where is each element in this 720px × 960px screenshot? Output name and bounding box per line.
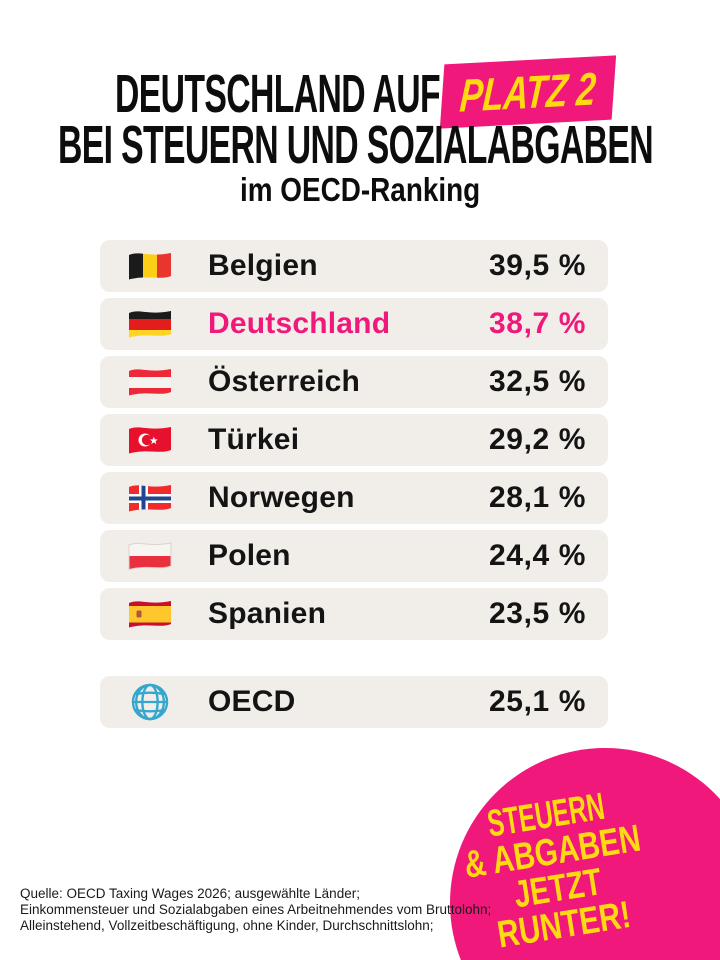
subtitle: im OECD-Ranking <box>239 171 481 208</box>
country-name: Deutschland <box>208 307 391 340</box>
badge-sticker: STEUERN & ABGABEN JETZT RUNTER! <box>450 748 720 960</box>
headline-line2: BEI STEUERN UND SOZIALABGABEN <box>58 115 654 175</box>
ranking-row-polen: Polen 24,4 % <box>100 530 608 582</box>
country-value: 23,5 % <box>489 597 586 630</box>
country-value: 29,2 % <box>489 423 586 456</box>
flag-norway-icon <box>129 485 171 512</box>
flag-poland-icon <box>128 542 172 571</box>
subtitle-wrap: im OECD-Ranking <box>0 171 720 209</box>
flag-austria-icon <box>129 369 171 396</box>
ranking-list: Belgien 39,5 % Deutschland 38,7 % <box>100 240 608 734</box>
country-value: 28,1 % <box>489 481 586 514</box>
flag-spain-icon <box>129 601 171 628</box>
country-name: Österreich <box>208 365 361 398</box>
country-value: 38,7 % <box>489 307 586 340</box>
ranking-row-oecd: OECD 25,1 % <box>100 676 608 728</box>
country-value: 39,5 % <box>489 249 586 282</box>
country-name: OECD <box>208 685 296 718</box>
country-name: Norwegen <box>208 481 355 514</box>
country-name: Belgien <box>208 249 318 282</box>
ranking-row-deutschland: Deutschland 38,7 % <box>100 298 608 350</box>
country-value: 24,4 % <box>489 539 586 572</box>
ranking-row-belgien: Belgien 39,5 % <box>100 240 608 292</box>
ranking-row-tuerkei: Türkei 29,2 % <box>100 414 608 466</box>
platz2-highlight-text: PLATZ 2 <box>458 62 598 122</box>
country-name: Türkei <box>208 423 300 456</box>
country-value: 25,1 % <box>489 685 586 718</box>
country-value: 32,5 % <box>489 365 586 398</box>
source-note: Quelle: OECD Taxing Wages 2026; ausgewäh… <box>20 886 491 934</box>
source-line: Quelle: OECD Taxing Wages 2026; ausgewäh… <box>20 886 360 901</box>
flag-germany-icon <box>129 311 171 338</box>
headline-line1: DEUTSCHLAND AUF <box>115 64 441 124</box>
source-line: Einkommensteuer und Sozialabgaben eines … <box>20 902 492 917</box>
globe-icon <box>131 683 169 721</box>
ranking-row-spanien: Spanien 23,5 % <box>100 588 608 640</box>
country-name: Spanien <box>208 597 327 630</box>
country-name: Polen <box>208 539 291 572</box>
ranking-row-norwegen: Norwegen 28,1 % <box>100 472 608 524</box>
flag-belgium-icon <box>129 253 171 280</box>
flag-turkey-icon <box>129 427 171 454</box>
ranking-row-oesterreich: Österreich 32,5 % <box>100 356 608 408</box>
source-line: Alleinstehend, Vollzeitbeschäftigung, oh… <box>20 918 434 933</box>
